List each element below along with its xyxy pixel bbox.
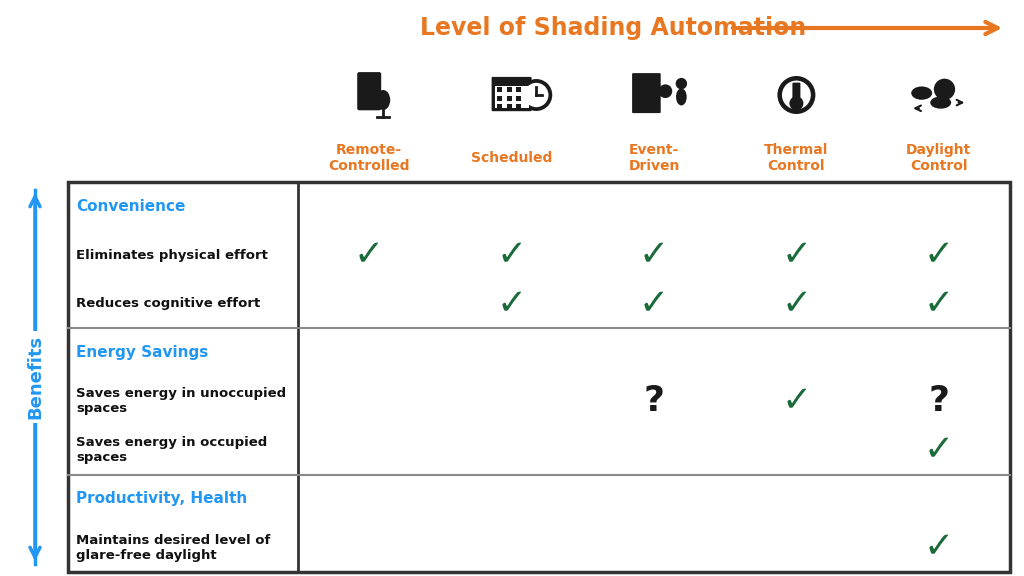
Text: Event-
Driven: Event- Driven: [629, 143, 680, 173]
Ellipse shape: [376, 90, 390, 110]
FancyBboxPatch shape: [492, 77, 531, 111]
Text: ✓: ✓: [781, 238, 812, 272]
Bar: [516, 104, 521, 109]
Text: Energy Savings: Energy Savings: [76, 345, 208, 360]
Text: Benefits: Benefits: [26, 335, 44, 419]
Text: Convenience: Convenience: [76, 199, 185, 214]
Text: ✓: ✓: [354, 238, 384, 272]
Text: ✓: ✓: [781, 287, 812, 321]
Bar: [498, 104, 502, 109]
Text: Saves energy in unoccupied
spaces: Saves energy in unoccupied spaces: [76, 388, 286, 415]
Text: ✓: ✓: [781, 384, 812, 418]
Circle shape: [777, 76, 815, 114]
Circle shape: [782, 81, 811, 109]
Bar: [516, 88, 521, 92]
Text: ?: ?: [643, 384, 665, 418]
Text: Level of Shading Automation: Level of Shading Automation: [420, 16, 806, 40]
Ellipse shape: [911, 86, 932, 100]
Text: Productivity, Health: Productivity, Health: [76, 491, 247, 506]
Text: ?: ?: [929, 384, 949, 418]
Bar: [516, 96, 521, 101]
FancyBboxPatch shape: [632, 73, 660, 113]
Bar: [498, 88, 502, 92]
Bar: [507, 96, 512, 101]
Text: ✓: ✓: [924, 287, 954, 321]
Text: Thermal
Control: Thermal Control: [764, 143, 828, 173]
Ellipse shape: [676, 88, 687, 105]
Text: ✓: ✓: [639, 238, 669, 272]
Circle shape: [520, 79, 552, 111]
Text: Reduces cognitive effort: Reduces cognitive effort: [76, 297, 260, 310]
Text: Scheduled: Scheduled: [471, 151, 552, 165]
Circle shape: [676, 78, 687, 89]
FancyBboxPatch shape: [793, 82, 801, 105]
Bar: [68, 182, 1010, 572]
Bar: [495, 86, 528, 108]
Circle shape: [524, 83, 549, 107]
FancyBboxPatch shape: [357, 72, 381, 110]
Text: Saves energy in occupied
spaces: Saves energy in occupied spaces: [76, 436, 267, 464]
Circle shape: [790, 96, 804, 111]
Text: ✓: ✓: [497, 238, 526, 272]
Circle shape: [658, 84, 672, 98]
Bar: [507, 104, 512, 109]
Text: ✓: ✓: [639, 287, 669, 321]
Text: ✓: ✓: [924, 238, 954, 272]
Bar: [498, 96, 502, 101]
Text: Daylight
Control: Daylight Control: [906, 143, 972, 173]
Text: Eliminates physical effort: Eliminates physical effort: [76, 249, 268, 262]
Ellipse shape: [930, 97, 951, 109]
Text: ✓: ✓: [924, 433, 954, 467]
Circle shape: [934, 79, 955, 100]
Text: Maintains desired level of
glare-free daylight: Maintains desired level of glare-free da…: [76, 533, 270, 562]
Bar: [507, 88, 512, 92]
Text: ✓: ✓: [497, 287, 526, 321]
Text: ✓: ✓: [924, 530, 954, 564]
Text: Remote-
Controlled: Remote- Controlled: [329, 143, 410, 173]
